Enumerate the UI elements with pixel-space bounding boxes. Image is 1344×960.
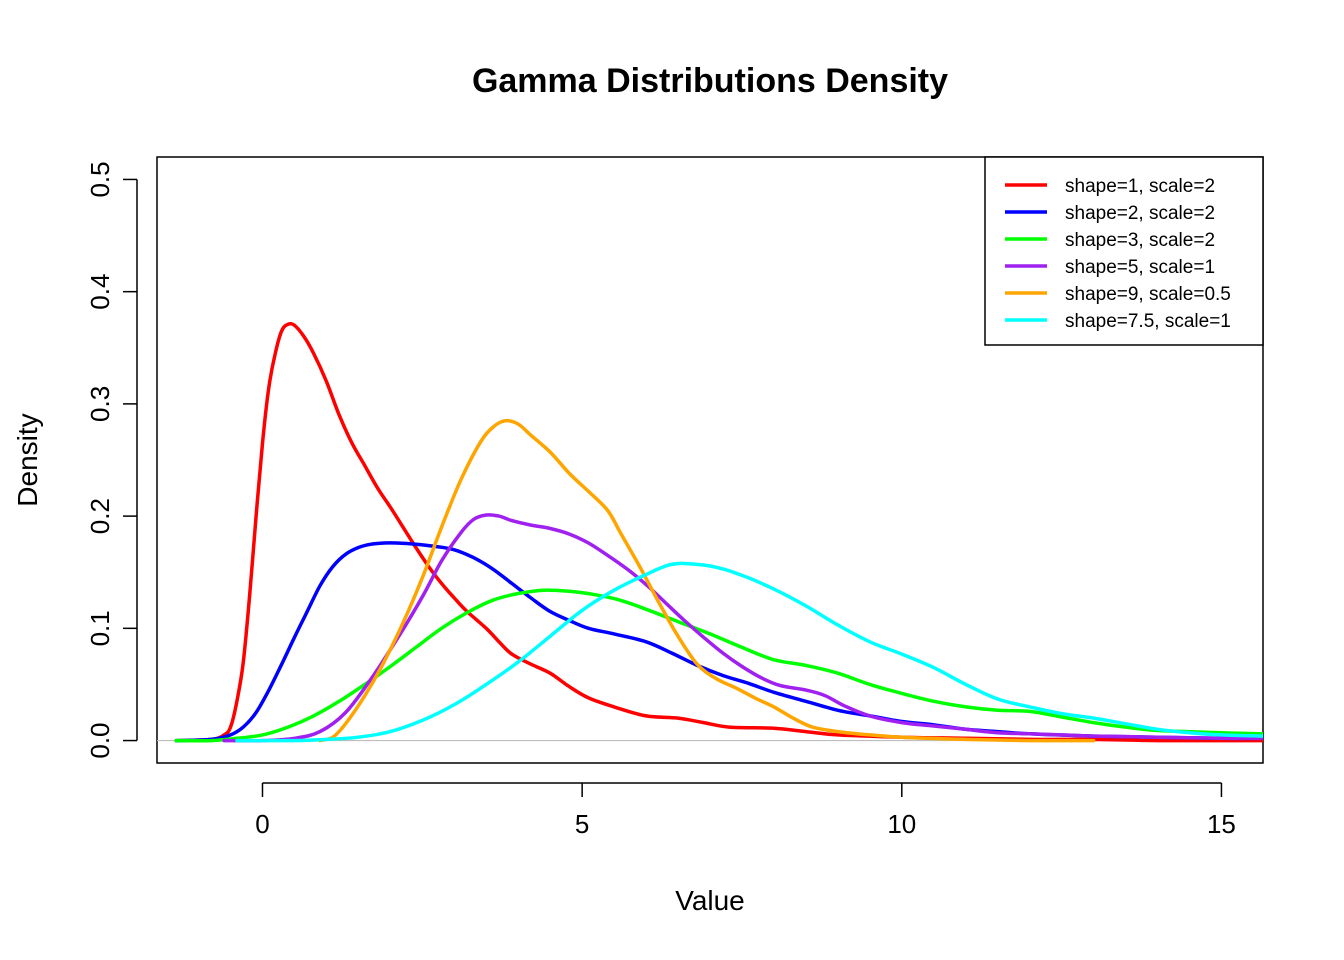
plot-area (156, 156, 1264, 764)
y-tick-label: 0.5 (85, 161, 115, 197)
plot-frame (156, 156, 1264, 764)
x-tick-label: 0 (255, 809, 269, 839)
series-line (174, 321, 1263, 743)
x-tick-label: 10 (887, 809, 916, 839)
series-line (235, 561, 1263, 743)
series-line (222, 513, 1263, 743)
legend-label: shape=1, scale=2 (1065, 176, 1215, 197)
x-tick-label: 5 (575, 809, 589, 839)
legend-label: shape=5, scale=1 (1065, 257, 1215, 278)
legend: shape=1, scale=2 shape=2, scale=2 shape=3,… (984, 156, 1264, 346)
y-axis-label: Density (12, 413, 43, 506)
x-axis-label: Value (675, 885, 745, 916)
axes: 0 5 10 15 0.0 0.1 0.2 0.3 0.4 0.5 (85, 161, 1236, 839)
legend-label: shape=2, scale=2 (1065, 203, 1215, 224)
y-tick-label: 0.4 (85, 274, 115, 310)
legend-label: shape=9, scale=0.5 (1065, 284, 1231, 305)
y-tick-label: 0.0 (85, 722, 115, 758)
chart-title: Gamma Distributions Density (472, 62, 948, 100)
y-tick-label: 0.1 (85, 610, 115, 646)
series-line (318, 418, 1096, 743)
y-tick-label: 0.3 (85, 386, 115, 422)
y-tick-label: 0.2 (85, 498, 115, 534)
legend-label: shape=7.5, scale=1 (1065, 311, 1231, 332)
series-line (174, 541, 1263, 743)
series-layer (157, 321, 1263, 743)
legend-label: shape=3, scale=2 (1065, 230, 1215, 251)
series-line (174, 588, 1263, 743)
legend-box (984, 156, 1264, 346)
x-tick-label: 15 (1207, 809, 1236, 839)
